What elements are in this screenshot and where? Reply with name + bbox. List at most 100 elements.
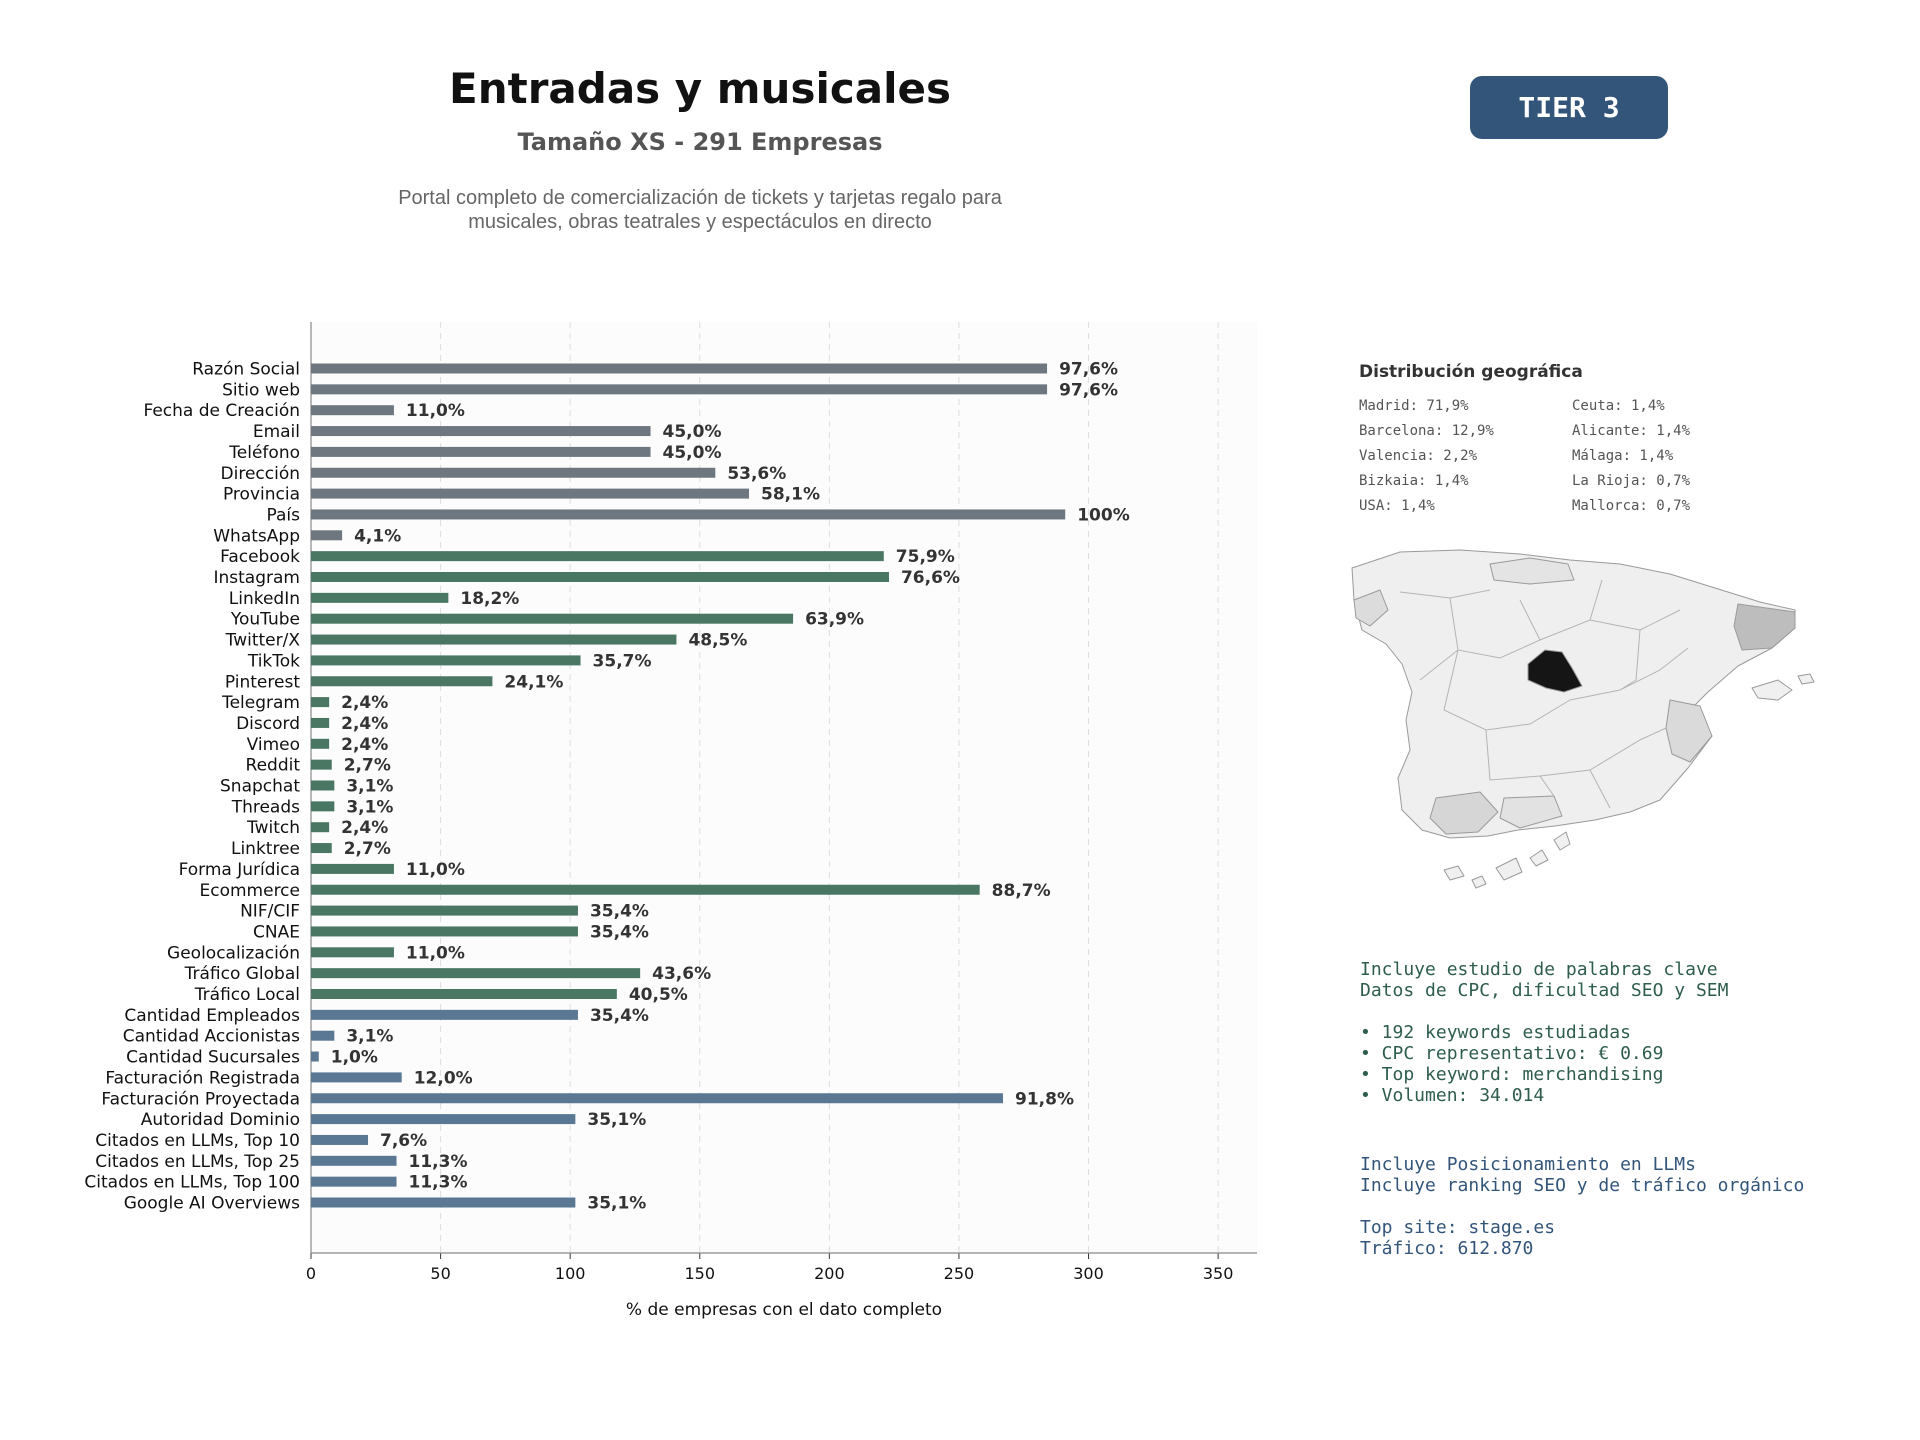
bar-value-label: 97,6% [1059,380,1118,400]
bar [311,717,330,728]
bar-value-label: 75,9% [896,547,955,567]
geo-item: Bizkaia: 1,4% [1359,473,1469,489]
bar-value-label: 35,7% [593,651,652,671]
seo-info-line: • CPC representativo: € 0.69 [1360,1043,1664,1064]
map-region-granada [1499,795,1563,829]
geo-distribution-title: Distribución geográfica [1359,362,1583,382]
bar-value-label: 12,0% [414,1068,473,1088]
y-tick-label: Cantidad Accionistas [123,1027,300,1047]
bar [311,989,617,999]
bar-value-label: 45,0% [663,443,722,463]
seo-info-line [1360,1001,1728,1022]
bar [311,363,1048,374]
plot-background [311,322,1257,1253]
x-tick-label: 150 [684,1264,715,1283]
seo-info-line: • Top keyword: merchandising [1360,1064,1664,1085]
seo-info-line: • 192 keywords estudiadas [1360,1022,1631,1043]
llm-info-line: Incluye ranking SEO y de tráfico orgánic… [1360,1175,1805,1196]
y-tick-label: País [267,505,301,525]
bar [311,780,335,791]
geo-item: La Rioja: 0,7% [1572,473,1691,489]
bar-value-label: 11,0% [406,860,465,880]
y-tick-label: Teléfono [228,443,300,463]
map-balearic [1751,673,1815,701]
page-description: Portal completo de comercialización de t… [300,186,1100,234]
seo-info-line: Datos de CPC, dificultad SEO y SEM [1360,980,1729,1001]
bar [311,1176,397,1187]
y-tick-label: Cantidad Sucursales [126,1048,300,1068]
y-tick-label: Linktree [231,839,300,859]
y-tick-label: Threads [231,797,300,817]
y-tick-label: Citados en LLMs, Top 100 [84,1173,300,1193]
y-tick-label: Facturación Registrada [105,1068,300,1088]
bar-value-label: 43,6% [652,964,711,984]
bar [311,1155,397,1166]
bar [311,822,330,833]
bar-value-label: 48,5% [688,631,747,651]
bar [311,572,889,582]
y-tick-label: Tráfico Local [194,985,300,1005]
bar [311,467,716,478]
y-tick-label: YouTube [230,610,300,630]
y-tick-label: WhatsApp [213,526,300,546]
bar [311,613,794,624]
bar [311,759,332,770]
geo-item: Ceuta: 1,4% [1572,398,1665,414]
y-tick-label: Forma Jurídica [179,860,300,880]
bar-value-label: 11,3% [409,1173,468,1193]
x-tick-label: 250 [944,1264,975,1283]
y-tick-label: Email [253,422,300,442]
map-peninsula [1351,549,1796,839]
map-canary [1443,831,1571,889]
bar-value-label: 3,1% [346,777,393,797]
bar [311,843,332,854]
llm-info-line: Tráfico: 612.870 [1360,1238,1534,1259]
description-line: musicales, obras teatrales y espectáculo… [468,211,932,233]
llm-info-line: Top site: stage.es [1360,1217,1556,1238]
map-region-malaga [1429,791,1499,835]
tier-badge: TIER 3 [1470,76,1668,139]
y-tick-label: Ecommerce [200,881,301,901]
bar [311,426,651,437]
y-tick-label: NIF/CIF [240,902,300,922]
llm-info-block: Incluye Posicionamiento en LLMs Incluye … [1360,1154,1804,1259]
bar [311,947,394,958]
bar [311,592,449,603]
bar [311,405,394,416]
bar-value-label: 24,1% [504,672,563,692]
geo-item: Barcelona: 12,9% [1359,423,1494,439]
y-tick-label: Discord [236,714,300,734]
bar-value-label: 2,4% [341,818,388,838]
y-tick-label: Facturación Proyectada [101,1089,300,1109]
llm-info-line [1360,1196,1804,1217]
geo-item: Málaga: 1,4% [1572,448,1674,464]
bar [311,1072,402,1083]
bar [311,1030,335,1041]
geo-distribution-list: Madrid: 71,9% Ceuta: 1,4% Barcelona: 12,… [1359,398,1779,514]
y-tick-label: Pinterest [225,672,300,692]
x-tick-label: 0 [306,1264,316,1283]
bar [311,446,651,457]
bar [311,1114,576,1125]
x-tick-label: 50 [430,1264,450,1283]
y-tick-label: Reddit [246,756,301,776]
bar [311,968,641,979]
bar-value-label: 45,0% [663,422,722,442]
bar-value-label: 2,4% [341,735,388,755]
y-tick-label: Sitio web [222,380,300,400]
y-tick-label: Instagram [214,568,301,588]
bar-value-label: 3,1% [346,1027,393,1047]
bar-value-label: 35,1% [587,1110,646,1130]
bar-value-label: 53,6% [727,464,786,484]
bar-value-label: 18,2% [460,589,519,609]
bar-value-label: 35,4% [590,922,649,942]
page-title: Entradas y musicales [449,64,951,113]
bar-value-label: 91,8% [1015,1089,1074,1109]
bar-value-label: 97,6% [1059,360,1118,380]
y-tick-label: Facebook [220,547,300,567]
x-tick-label: 350 [1203,1264,1234,1283]
bar [311,905,578,916]
y-tick-label: TikTok [247,651,300,671]
bar [311,509,1066,520]
y-tick-label: Fecha de Creación [143,401,300,421]
